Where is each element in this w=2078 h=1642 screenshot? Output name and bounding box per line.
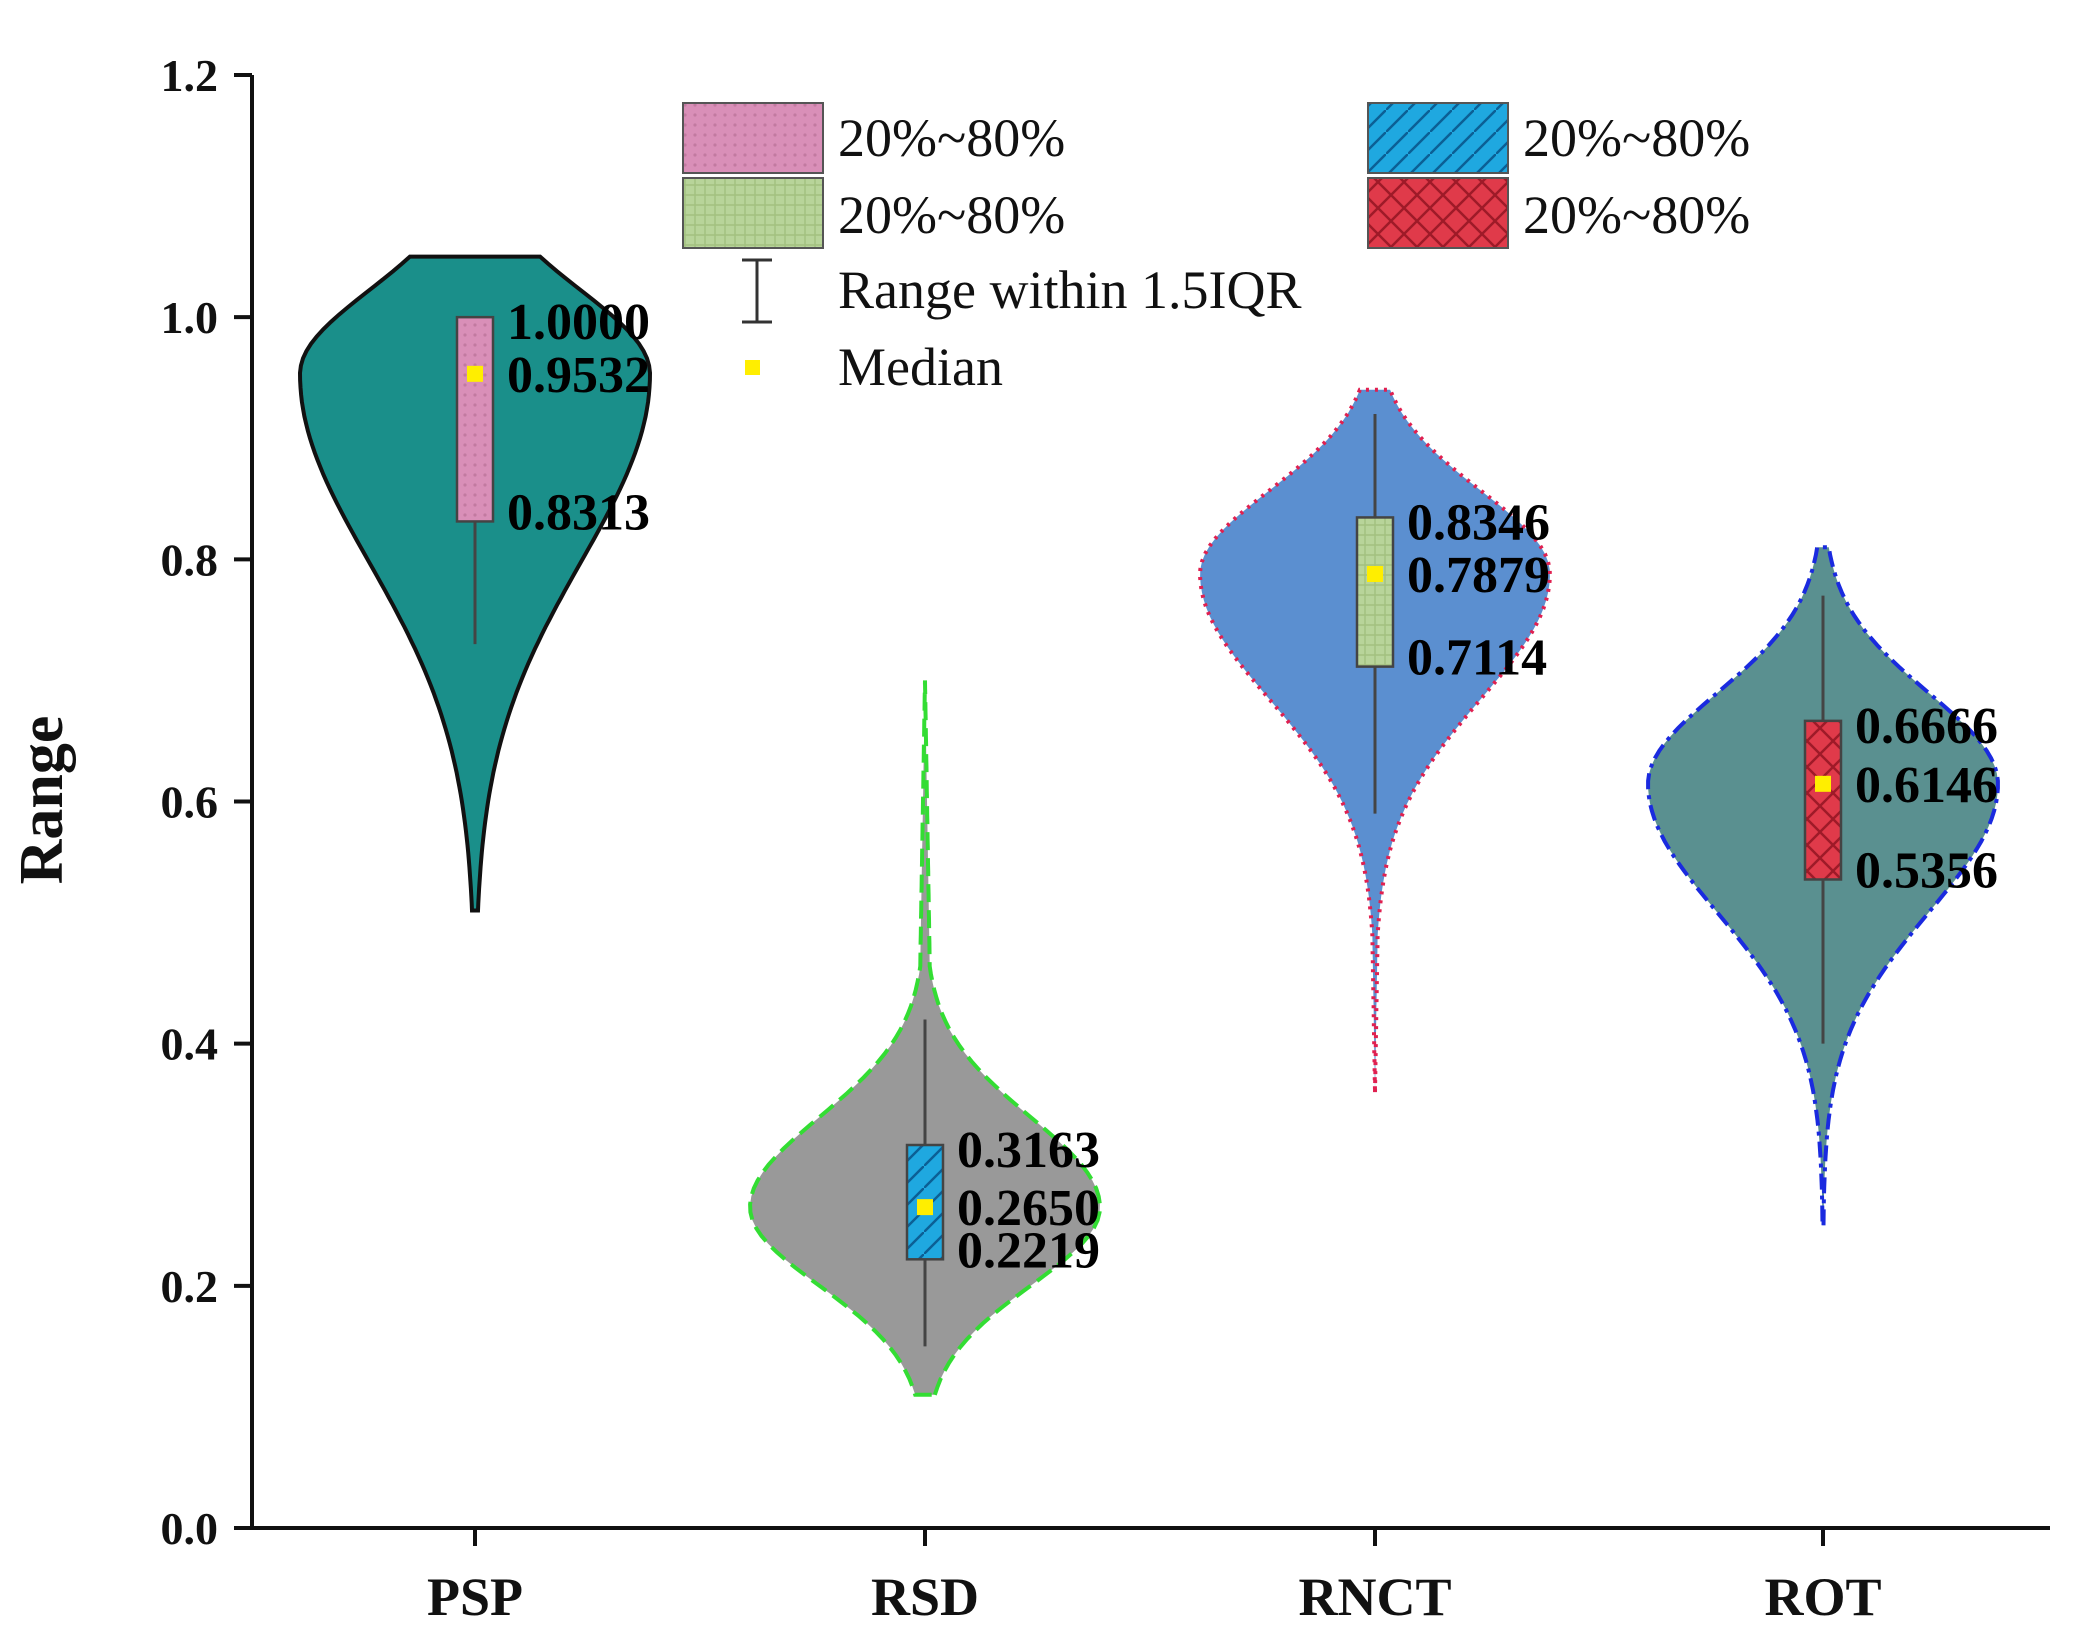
stat-label-rsd: 0.2219 xyxy=(957,1222,1100,1279)
y-tick-label: 0.4 xyxy=(161,1019,219,1070)
x-ticks: PSP RSD RNCT ROT xyxy=(427,1528,1882,1627)
stat-label-psp: 0.9532 xyxy=(507,347,650,404)
legend: 20%~80% 20%~80% 20%~80% 20%~80% Range wi… xyxy=(682,102,1750,397)
stat-label-rot: 0.6146 xyxy=(1855,757,1998,814)
legend-label-rsd: 20%~80% xyxy=(1523,108,1750,168)
y-tick-label: 0.8 xyxy=(161,534,219,585)
stat-label-rsd: 0.3163 xyxy=(957,1122,1100,1179)
box-rot xyxy=(1803,719,1843,881)
y-ticks: 0.0 0.2 0.4 0.6 0.8 1.0 1.2 xyxy=(161,50,252,1554)
legend-label-rot: 20%~80% xyxy=(1523,185,1750,245)
legend-swatch-rnct xyxy=(682,177,824,249)
median-marker-psp xyxy=(467,365,483,382)
legend-label-rnct: 20%~80% xyxy=(838,185,1065,245)
legend-label-median: Median xyxy=(838,337,1003,397)
stat-label-psp: 1.0000 xyxy=(507,294,650,351)
legend-label-range: Range within 1.5IQR xyxy=(838,260,1301,320)
stat-label-rsd: 0.2650 xyxy=(957,1180,1100,1237)
x-tick-label: ROT xyxy=(1764,1567,1881,1627)
legend-median-icon xyxy=(745,360,760,375)
median-marker-rnct xyxy=(1367,565,1383,582)
y-tick-label: 1.2 xyxy=(161,50,219,101)
stat-label-psp: 0.8313 xyxy=(507,484,650,541)
stat-label-rnct: 0.7114 xyxy=(1407,630,1547,687)
x-tick-label: RNCT xyxy=(1298,1567,1451,1627)
legend-swatch-rsd xyxy=(1367,102,1509,174)
y-tick-label: 0.6 xyxy=(161,777,219,828)
legend-swatch-psp xyxy=(682,102,824,174)
y-tick-label: 0.2 xyxy=(161,1261,219,1312)
stat-label-rot: 0.6666 xyxy=(1855,698,1998,755)
box-rnct xyxy=(1355,516,1395,668)
y-axis-title: Range xyxy=(8,716,76,885)
stat-label-rnct: 0.8346 xyxy=(1407,494,1550,551)
median-marker-rot xyxy=(1815,775,1831,792)
stat-label-rnct: 0.7879 xyxy=(1407,547,1550,604)
box-psp xyxy=(455,315,495,523)
legend-label-psp: 20%~80% xyxy=(838,108,1065,168)
x-tick-label: PSP xyxy=(427,1567,523,1627)
legend-whisker-icon xyxy=(742,258,772,324)
y-tick-label: 1.0 xyxy=(161,292,219,343)
stat-label-rot: 0.5356 xyxy=(1855,842,1998,899)
x-tick-label: RSD xyxy=(871,1567,979,1627)
y-tick-label: 0.0 xyxy=(161,1503,219,1554)
median-marker-rsd xyxy=(917,1199,933,1216)
legend-swatch-rot xyxy=(1367,177,1509,249)
